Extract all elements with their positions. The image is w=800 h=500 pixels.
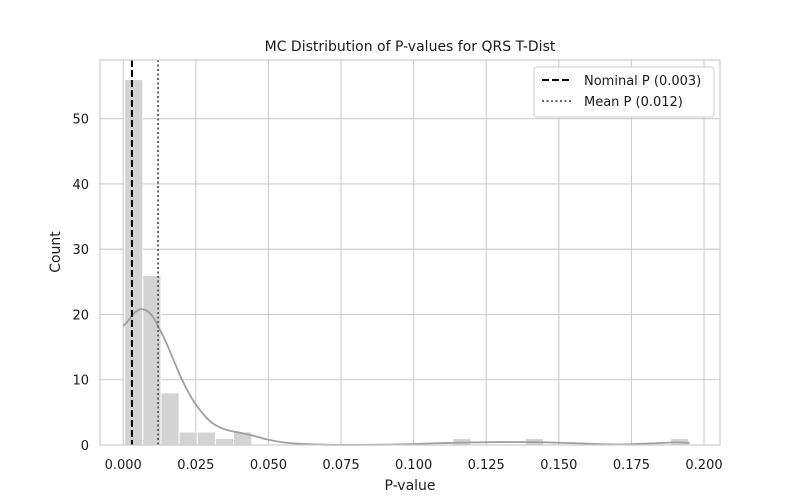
legend: Nominal P (0.003) Mean P (0.012) bbox=[533, 66, 715, 118]
x-tick-label: 0.175 bbox=[613, 458, 650, 473]
x-tick-label: 0.025 bbox=[177, 458, 214, 473]
axes-background bbox=[100, 60, 720, 445]
legend-nominal-label: Nominal P (0.003) bbox=[584, 74, 701, 89]
histogram-bar bbox=[196, 431, 216, 446]
y-axis-label: Count bbox=[48, 231, 64, 273]
x-tick-label: 0.000 bbox=[105, 458, 142, 473]
x-tick-label: 0.200 bbox=[685, 458, 722, 473]
reference-lines bbox=[130, 60, 159, 445]
y-tick-label: 40 bbox=[72, 178, 89, 193]
y-tick-label: 30 bbox=[72, 243, 89, 258]
x-tick-labels: 0.000 0.025 0.050 0.075 0.100 0.125 0.150 0.175… bbox=[105, 458, 723, 473]
x-tick-label: 0.125 bbox=[468, 458, 505, 473]
y-tick-labels: 0 10 20 30 40 50 bbox=[72, 113, 89, 454]
legend-mean-label: Mean P (0.012) bbox=[584, 95, 683, 110]
y-tick-label: 10 bbox=[72, 374, 89, 389]
x-axis-label: P-value bbox=[384, 478, 435, 494]
plot-area bbox=[99, 59, 721, 446]
axes-frame bbox=[99, 59, 721, 446]
histogram-bar bbox=[214, 437, 235, 446]
x-tick-label: 0.075 bbox=[322, 458, 359, 473]
legend-box bbox=[533, 66, 715, 118]
chart-title: MC Distribution of P-values for QRS T-Di… bbox=[265, 39, 556, 55]
kde-curve bbox=[122, 308, 690, 446]
histogram-bar bbox=[142, 274, 162, 446]
kde-layer bbox=[122, 308, 690, 446]
y-tick-label: 20 bbox=[72, 308, 89, 323]
x-tick-label: 0.100 bbox=[395, 458, 432, 473]
x-tick-label: 0.150 bbox=[540, 458, 577, 473]
y-tick-label: 0 bbox=[81, 439, 89, 454]
x-tick-label: 0.050 bbox=[250, 458, 287, 473]
histogram-bar bbox=[124, 79, 144, 446]
histogram-bar bbox=[160, 392, 180, 446]
histogram-bar bbox=[178, 431, 198, 446]
y-tick-label: 50 bbox=[72, 113, 89, 128]
